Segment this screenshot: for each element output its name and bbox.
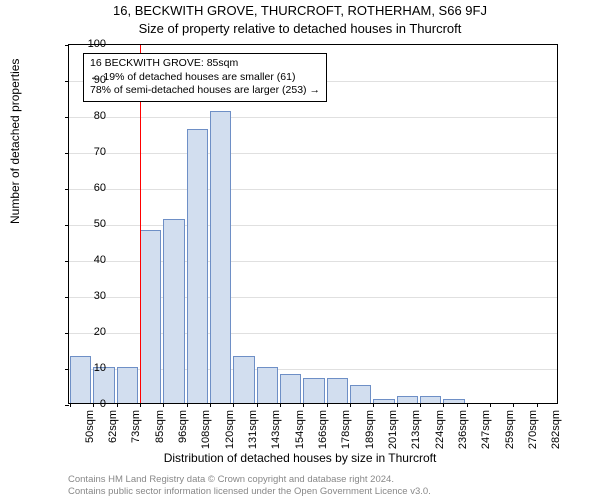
y-tick-label: 80	[76, 110, 106, 122]
y-tick-label: 50	[76, 218, 106, 230]
x-tick-label: 189sqm	[364, 410, 376, 450]
gridline	[69, 153, 557, 154]
y-tick-mark	[65, 405, 69, 406]
x-tick-label: 270sqm	[527, 410, 539, 450]
x-tick-label: 282sqm	[550, 410, 562, 450]
histogram-bar	[280, 374, 301, 403]
x-tick-label: 224sqm	[434, 410, 446, 450]
x-tick-label: 85sqm	[154, 410, 166, 450]
y-tick-label: 100	[76, 38, 106, 50]
footer-line-1: Contains HM Land Registry data © Crown c…	[68, 474, 431, 485]
chart-plot-area: 16 BECKWITH GROVE: 85sqm← 19% of detache…	[68, 44, 558, 404]
gridline	[69, 225, 557, 226]
y-tick-mark	[65, 189, 69, 190]
y-tick-label: 10	[76, 362, 106, 374]
chart-title-subtitle: Size of property relative to detached ho…	[0, 21, 600, 36]
x-tick-label: 236sqm	[457, 410, 469, 450]
histogram-bar	[350, 385, 371, 403]
y-tick-label: 90	[76, 74, 106, 86]
y-tick-mark	[65, 369, 69, 370]
x-tick-label: 62sqm	[107, 410, 119, 450]
y-tick-label: 40	[76, 254, 106, 266]
y-tick-mark	[65, 297, 69, 298]
x-tick-mark	[163, 403, 164, 407]
x-tick-label: 259sqm	[504, 410, 516, 450]
x-tick-label: 131sqm	[247, 410, 259, 450]
x-tick-mark	[303, 403, 304, 407]
x-tick-label: 178sqm	[340, 410, 352, 450]
x-tick-mark	[257, 403, 258, 407]
x-tick-label: 213sqm	[410, 410, 422, 450]
chart-title-address: 16, BECKWITH GROVE, THURCROFT, ROTHERHAM…	[0, 3, 600, 18]
x-tick-label: 154sqm	[294, 410, 306, 450]
footer-line-2: Contains public sector information licen…	[68, 486, 431, 497]
y-tick-mark	[65, 45, 69, 46]
histogram-bar	[257, 367, 278, 403]
y-tick-mark	[65, 225, 69, 226]
histogram-bar	[140, 230, 161, 403]
x-tick-mark	[397, 403, 398, 407]
x-tick-mark	[350, 403, 351, 407]
x-tick-mark	[373, 403, 374, 407]
x-tick-label: 50sqm	[84, 410, 96, 450]
histogram-bar	[420, 396, 441, 403]
gridline	[69, 117, 557, 118]
x-tick-label: 201sqm	[387, 410, 399, 450]
x-tick-mark	[467, 403, 468, 407]
annotation-line: ← 19% of detached houses are smaller (61…	[90, 71, 320, 85]
y-tick-mark	[65, 261, 69, 262]
y-tick-mark	[65, 81, 69, 82]
x-axis-label: Distribution of detached houses by size …	[0, 451, 600, 465]
x-tick-label: 120sqm	[224, 410, 236, 450]
y-tick-label: 30	[76, 290, 106, 302]
y-tick-mark	[65, 333, 69, 334]
histogram-bar	[163, 219, 184, 403]
histogram-bar	[233, 356, 254, 403]
x-tick-label: 108sqm	[200, 410, 212, 450]
histogram-bar	[117, 367, 138, 403]
x-tick-mark	[187, 403, 188, 407]
y-tick-mark	[65, 153, 69, 154]
x-tick-mark	[280, 403, 281, 407]
histogram-bar	[397, 396, 418, 403]
gridline	[69, 189, 557, 190]
histogram-bar	[210, 111, 231, 403]
histogram-bar	[303, 378, 324, 403]
footer-attribution: Contains HM Land Registry data © Crown c…	[68, 474, 431, 497]
x-tick-label: 166sqm	[317, 410, 329, 450]
x-tick-mark	[490, 403, 491, 407]
x-tick-mark	[537, 403, 538, 407]
x-tick-mark	[70, 403, 71, 407]
annotation-line: 78% of semi-detached houses are larger (…	[90, 84, 320, 98]
x-tick-label: 247sqm	[480, 410, 492, 450]
x-tick-mark	[233, 403, 234, 407]
x-tick-mark	[513, 403, 514, 407]
x-tick-mark	[420, 403, 421, 407]
y-tick-label: 20	[76, 326, 106, 338]
histogram-bar	[327, 378, 348, 403]
y-tick-label: 0	[76, 398, 106, 410]
y-tick-label: 70	[76, 146, 106, 158]
histogram-bar	[373, 399, 394, 403]
x-tick-mark	[140, 403, 141, 407]
histogram-bar	[187, 129, 208, 403]
y-tick-label: 60	[76, 182, 106, 194]
annotation-box: 16 BECKWITH GROVE: 85sqm← 19% of detache…	[83, 53, 327, 102]
histogram-bar	[443, 399, 464, 403]
y-axis-label: Number of detached properties	[8, 59, 22, 224]
x-tick-mark	[117, 403, 118, 407]
annotation-line: 16 BECKWITH GROVE: 85sqm	[90, 57, 320, 71]
x-tick-label: 143sqm	[270, 410, 282, 450]
x-tick-mark	[443, 403, 444, 407]
y-tick-mark	[65, 117, 69, 118]
x-tick-label: 96sqm	[177, 410, 189, 450]
x-tick-label: 73sqm	[130, 410, 142, 450]
x-tick-mark	[327, 403, 328, 407]
x-tick-mark	[210, 403, 211, 407]
